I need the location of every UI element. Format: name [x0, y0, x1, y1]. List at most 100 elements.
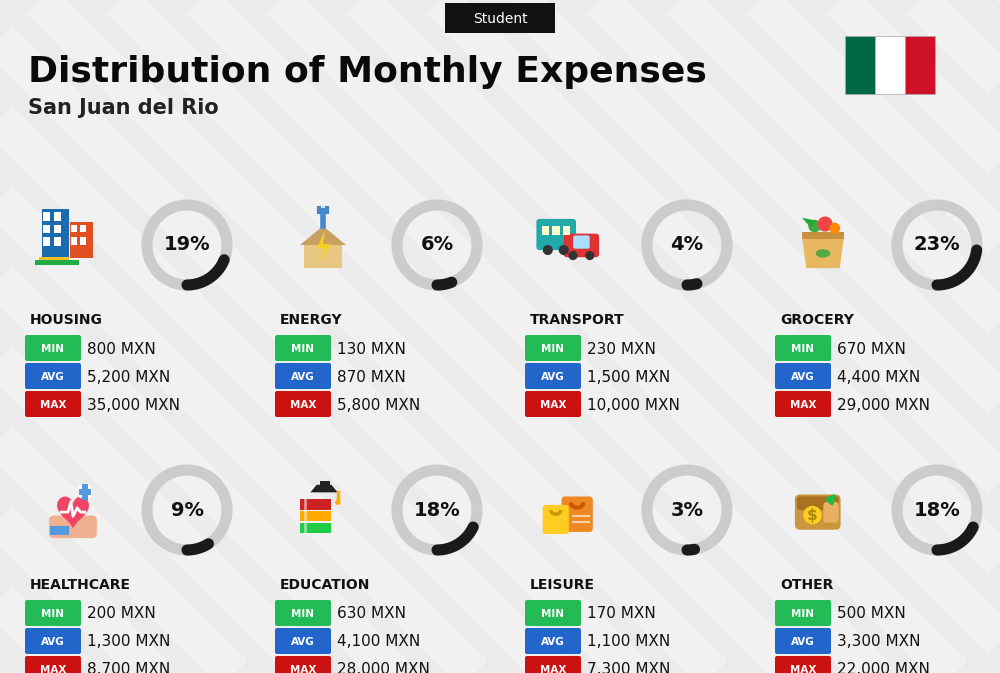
- Text: 22,000 MXN: 22,000 MXN: [837, 662, 930, 673]
- Text: 1,100 MXN: 1,100 MXN: [587, 635, 670, 649]
- Circle shape: [818, 217, 833, 232]
- Text: AVG: AVG: [791, 372, 815, 382]
- Text: AVG: AVG: [791, 637, 815, 647]
- FancyBboxPatch shape: [823, 502, 839, 523]
- FancyBboxPatch shape: [304, 245, 342, 268]
- Circle shape: [543, 245, 553, 255]
- Text: ENERGY: ENERGY: [280, 313, 343, 327]
- FancyBboxPatch shape: [875, 36, 905, 94]
- FancyBboxPatch shape: [42, 209, 69, 258]
- FancyBboxPatch shape: [525, 628, 581, 654]
- FancyBboxPatch shape: [25, 363, 81, 389]
- Polygon shape: [310, 485, 338, 493]
- FancyBboxPatch shape: [80, 238, 86, 245]
- FancyBboxPatch shape: [525, 335, 581, 361]
- Text: Student: Student: [473, 12, 527, 26]
- Text: HEALTHCARE: HEALTHCARE: [30, 578, 131, 592]
- Text: 28,000 MXN: 28,000 MXN: [337, 662, 430, 673]
- Text: TRANSPORT: TRANSPORT: [530, 313, 625, 327]
- FancyBboxPatch shape: [275, 656, 331, 673]
- Text: MAX: MAX: [40, 665, 66, 673]
- FancyBboxPatch shape: [25, 391, 81, 417]
- FancyBboxPatch shape: [25, 628, 81, 654]
- Text: 18%: 18%: [414, 501, 460, 520]
- Text: 170 MXN: 170 MXN: [587, 606, 656, 621]
- FancyBboxPatch shape: [50, 526, 69, 535]
- FancyBboxPatch shape: [795, 495, 841, 530]
- Text: AVG: AVG: [291, 372, 315, 382]
- FancyBboxPatch shape: [797, 497, 839, 510]
- Text: 800 MXN: 800 MXN: [87, 341, 156, 357]
- Circle shape: [335, 500, 340, 505]
- Text: MIN: MIN: [542, 609, 564, 619]
- Text: HOUSING: HOUSING: [30, 313, 103, 327]
- FancyBboxPatch shape: [525, 391, 581, 417]
- Text: AVG: AVG: [541, 372, 565, 382]
- FancyBboxPatch shape: [79, 489, 91, 495]
- Circle shape: [808, 220, 821, 232]
- Text: 3,300 MXN: 3,300 MXN: [837, 635, 920, 649]
- FancyBboxPatch shape: [905, 36, 935, 94]
- FancyBboxPatch shape: [525, 363, 581, 389]
- FancyBboxPatch shape: [525, 600, 581, 626]
- Text: 10,000 MXN: 10,000 MXN: [587, 398, 680, 413]
- Text: 19%: 19%: [164, 236, 210, 254]
- Circle shape: [559, 245, 569, 255]
- Circle shape: [829, 223, 840, 234]
- Text: 1,500 MXN: 1,500 MXN: [587, 369, 670, 384]
- FancyBboxPatch shape: [275, 363, 331, 389]
- FancyBboxPatch shape: [54, 212, 61, 221]
- Polygon shape: [57, 497, 89, 529]
- FancyBboxPatch shape: [320, 481, 330, 486]
- Polygon shape: [300, 226, 346, 245]
- Text: 5,200 MXN: 5,200 MXN: [87, 369, 170, 384]
- Text: LEISURE: LEISURE: [530, 578, 595, 592]
- Text: MIN: MIN: [42, 609, 64, 619]
- FancyBboxPatch shape: [573, 236, 590, 249]
- FancyBboxPatch shape: [43, 212, 50, 221]
- Polygon shape: [802, 237, 844, 268]
- FancyBboxPatch shape: [525, 656, 581, 673]
- FancyBboxPatch shape: [25, 335, 81, 361]
- Text: 200 MXN: 200 MXN: [87, 606, 156, 621]
- FancyBboxPatch shape: [54, 225, 61, 234]
- FancyBboxPatch shape: [71, 238, 77, 245]
- Polygon shape: [802, 217, 817, 227]
- FancyBboxPatch shape: [562, 226, 570, 234]
- Text: MAX: MAX: [790, 665, 816, 673]
- FancyBboxPatch shape: [845, 36, 875, 94]
- FancyBboxPatch shape: [54, 238, 61, 246]
- FancyBboxPatch shape: [542, 226, 549, 234]
- FancyBboxPatch shape: [43, 225, 50, 234]
- Text: San Juan del Rio: San Juan del Rio: [28, 98, 219, 118]
- Text: 6%: 6%: [420, 236, 454, 254]
- Text: 500 MXN: 500 MXN: [837, 606, 906, 621]
- FancyBboxPatch shape: [775, 391, 831, 417]
- Circle shape: [585, 251, 594, 260]
- Text: GROCERY: GROCERY: [780, 313, 854, 327]
- FancyBboxPatch shape: [25, 656, 81, 673]
- Text: MAX: MAX: [540, 400, 566, 410]
- Text: AVG: AVG: [291, 637, 315, 647]
- Text: 870 MXN: 870 MXN: [337, 369, 406, 384]
- FancyBboxPatch shape: [49, 516, 97, 538]
- FancyBboxPatch shape: [536, 219, 576, 250]
- FancyBboxPatch shape: [43, 238, 50, 246]
- Text: 35,000 MXN: 35,000 MXN: [87, 398, 180, 413]
- Text: 9%: 9%: [170, 501, 204, 520]
- Text: 4,400 MXN: 4,400 MXN: [837, 369, 920, 384]
- Text: EDUCATION: EDUCATION: [280, 578, 370, 592]
- Text: 230 MXN: 230 MXN: [587, 341, 656, 357]
- FancyBboxPatch shape: [552, 226, 560, 234]
- Text: 1,300 MXN: 1,300 MXN: [87, 635, 170, 649]
- Text: Distribution of Monthly Expenses: Distribution of Monthly Expenses: [28, 55, 707, 89]
- Circle shape: [568, 251, 578, 260]
- Text: 4,100 MXN: 4,100 MXN: [337, 635, 420, 649]
- FancyBboxPatch shape: [300, 523, 331, 533]
- FancyBboxPatch shape: [39, 257, 69, 261]
- Text: MAX: MAX: [290, 665, 316, 673]
- Text: $: $: [807, 508, 818, 523]
- FancyBboxPatch shape: [71, 225, 77, 232]
- FancyBboxPatch shape: [80, 225, 86, 232]
- Text: MIN: MIN: [42, 344, 64, 354]
